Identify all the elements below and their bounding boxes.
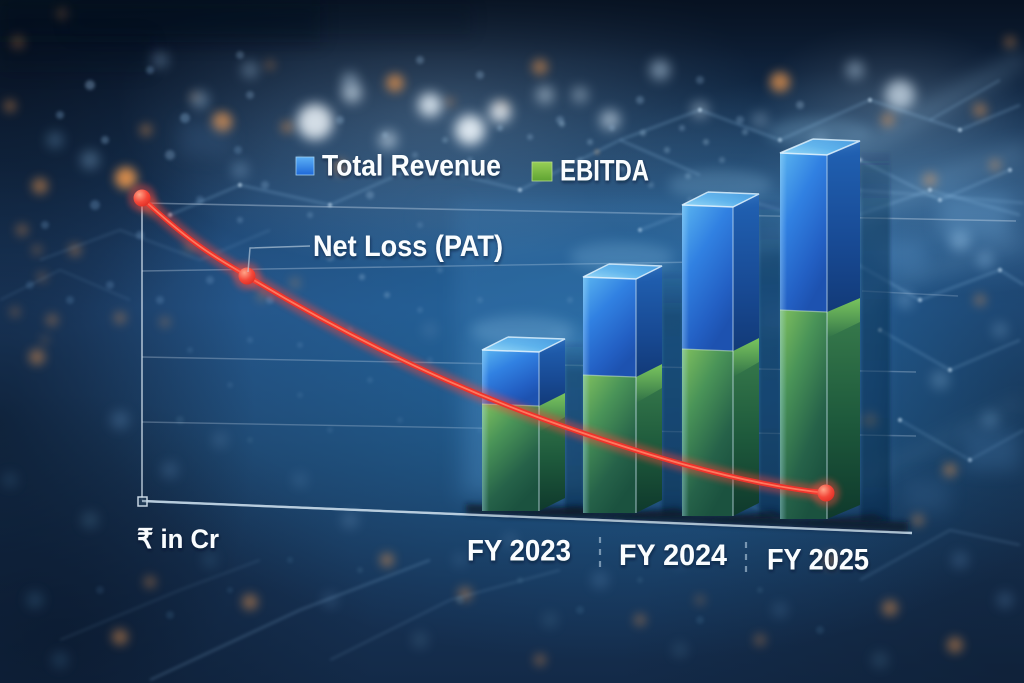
svg-text:FY 2025: FY 2025 [767,544,869,577]
svg-text:₹ in Cr: ₹ in Cr [137,524,219,554]
svg-text:FY 2023: FY 2023 [467,535,571,568]
svg-text:Net Loss (PAT): Net Loss (PAT) [313,230,503,263]
svg-text:FY 2024: FY 2024 [619,539,727,572]
svg-text:EBITDA: EBITDA [560,155,649,188]
svg-text:Total Revenue: Total Revenue [322,150,501,183]
